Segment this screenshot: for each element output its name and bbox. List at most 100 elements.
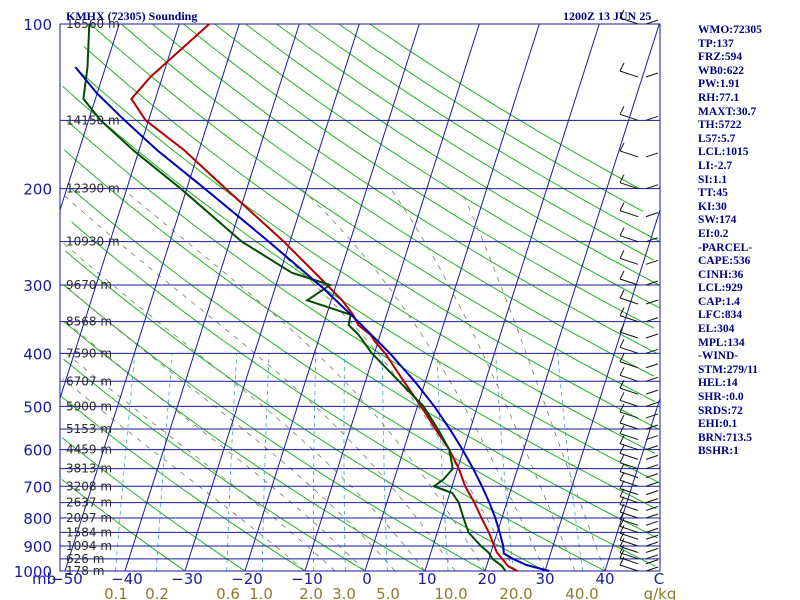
dry-adiabat: [65, 250, 546, 572]
wind-barb: [645, 566, 659, 572]
sounding-traces: [74, 23, 550, 572]
wind-barb-flag: [619, 227, 625, 236]
isotherm: [364, 23, 540, 572]
temperature-tick-label: 10: [417, 570, 436, 588]
wind-barb-flag: [619, 556, 625, 566]
wind-barb: [619, 17, 639, 25]
mixing-ratio-tick-label: 20.0: [499, 585, 532, 600]
wind-barb: [645, 513, 659, 519]
temperature-trace: [130, 23, 518, 572]
isotherm: [544, 209, 661, 572]
temperature-tick-label: −50: [51, 570, 83, 588]
wind-barb: [619, 433, 639, 441]
height-label: 2097 m: [66, 511, 112, 525]
wind-barb: [645, 19, 659, 25]
wind-barb: [619, 346, 639, 354]
pressure-tick-label: 800: [23, 510, 52, 528]
wind-barb: [645, 280, 659, 286]
stat-line: BSHR:1: [698, 445, 739, 458]
dry-adiabat: [64, 149, 658, 539]
mixing-ratio-tick-label: 5.0: [376, 585, 400, 600]
wind-barb-flag: [619, 525, 625, 534]
stat-line: CINH:36: [698, 268, 744, 281]
temperature-tick-label: 40: [595, 570, 614, 588]
wind-barb-flag: [619, 142, 625, 152]
wind-barb-flag: [619, 531, 625, 541]
wind-barb: [645, 184, 659, 190]
wind-barb: [619, 443, 639, 451]
mixing-ratio-tick-label: 0.2: [145, 585, 169, 600]
wind-barb: [619, 539, 639, 547]
stat-line: HEL:14: [698, 377, 738, 390]
wind-barb: [619, 361, 639, 369]
wind-barb: [619, 479, 639, 487]
height-label: 10930 m: [66, 235, 120, 249]
wind-barb-flag: [619, 323, 625, 333]
height-label: 7590 m: [66, 346, 112, 360]
wind-barb: [619, 331, 639, 339]
wind-barb: [645, 237, 659, 243]
height-label: 9670 m: [66, 278, 112, 292]
stat-line: -WIND-: [698, 350, 739, 363]
stat-line: EI:0.2: [698, 227, 729, 240]
height-label: 2637 m: [66, 496, 112, 510]
moist-adiabat: [62, 378, 306, 572]
wind-barb: [645, 435, 659, 441]
height-label: 1094 m: [66, 539, 112, 553]
wind-barb: [645, 115, 659, 121]
isotherm: [424, 23, 600, 572]
pressure-tick-label: 700: [23, 478, 52, 496]
stat-line: SHR-:0.0: [698, 391, 744, 404]
wind-barb-flag: [619, 518, 625, 527]
stat-line: WMO:72305: [698, 24, 762, 36]
wind-barb-flag: [619, 62, 625, 72]
dry-adiabat: [183, 23, 655, 329]
stat-line: EHI:0.1: [698, 418, 738, 431]
plot-frame: [59, 23, 661, 572]
wind-barb: [619, 511, 639, 519]
stat-line: PW:1.91: [698, 78, 740, 91]
wind-barb: [645, 376, 659, 382]
wind-barb-flag: [619, 339, 625, 348]
mixing-ratio-tick-label: 0.6: [216, 585, 240, 600]
wind-barb: [645, 548, 659, 553]
height-label: 16560 m: [66, 17, 120, 31]
wind-barb: [619, 532, 639, 540]
isobars: [59, 23, 661, 572]
temperature-tick-label: 0: [362, 570, 372, 588]
temperature-unit-label: C: [654, 570, 664, 588]
stat-line: CAPE:536: [698, 255, 751, 268]
wind-barb: [619, 113, 639, 121]
dry-adiabats: [61, 23, 661, 572]
stat-line: BRN:713.5: [698, 431, 752, 444]
pressure-tick-label: 300: [23, 277, 52, 295]
wind-barb: [645, 317, 659, 323]
pressure-tick-label: 400: [23, 345, 52, 363]
temperature-tick-label: 30: [535, 570, 554, 588]
wind-barb: [645, 464, 659, 470]
valid-time: 1200Z 13 JUN 25: [563, 9, 652, 23]
dewpoint-trace: [82, 23, 507, 572]
wind-barb: [645, 333, 659, 339]
pressure-tick-label: 600: [23, 442, 52, 460]
wind-barb-flag: [619, 270, 625, 280]
dry-adiabat: [89, 23, 655, 402]
mixing-ratio-tick-label: 2.0: [299, 585, 323, 600]
mixing-ratio-tick-label: 10.0: [434, 585, 467, 600]
height-label: 12390 m: [66, 182, 120, 196]
stat-line: STM:279/11: [698, 363, 759, 376]
pressure-tick-label: 1000: [14, 563, 52, 581]
wind-barb: [645, 481, 659, 487]
wind-barb-flag: [619, 367, 625, 376]
dry-adiabat: [307, 23, 661, 243]
stat-line: SI:1.1: [698, 173, 728, 186]
stat-line: TH:5722: [698, 119, 742, 132]
wind-barb: [645, 490, 659, 496]
stat-line: SW:174: [698, 214, 737, 227]
mixing-ratio-unit-label: g/kg: [644, 585, 677, 600]
wind-barb-flag: [619, 472, 625, 481]
stat-line: CAP:1.4: [698, 295, 740, 308]
